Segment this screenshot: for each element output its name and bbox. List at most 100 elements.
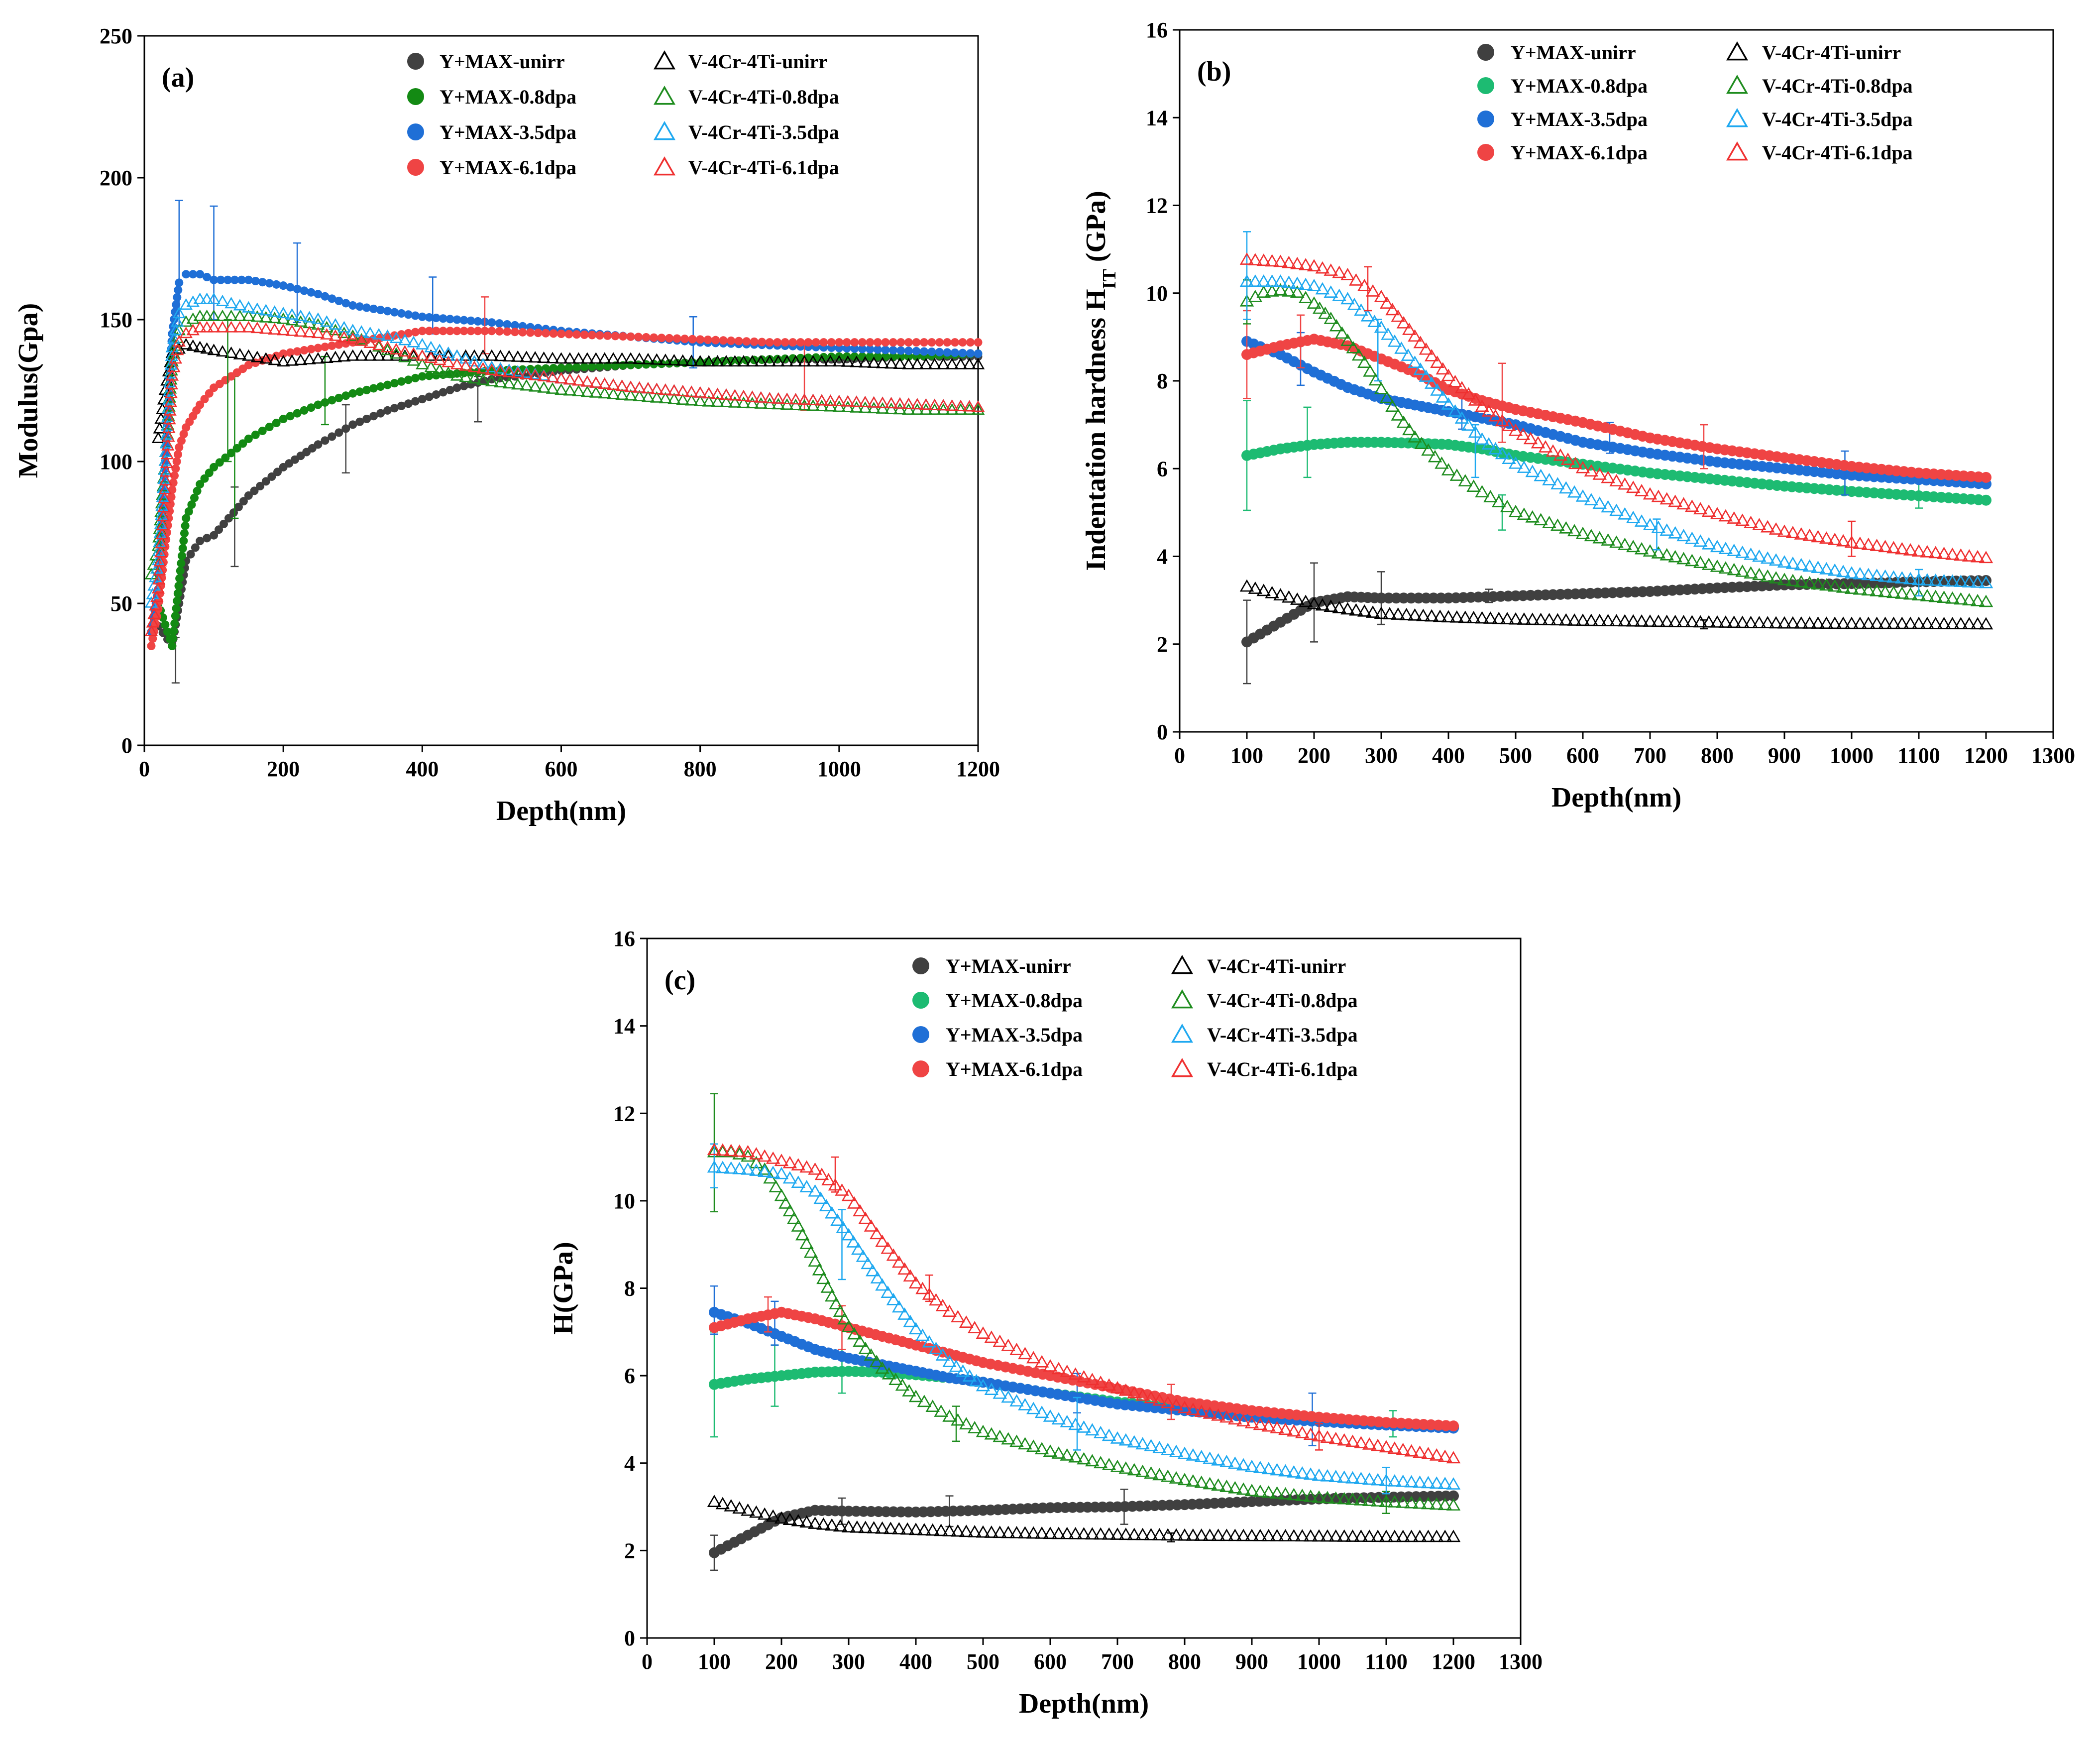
x-tick-label: 400: [406, 757, 439, 781]
data-point: [179, 430, 188, 439]
data-point: [1077, 1370, 1091, 1383]
data-point: [765, 355, 774, 364]
data-point: [870, 1355, 884, 1368]
data-point: [164, 386, 178, 398]
data-point: [908, 1322, 923, 1335]
data-point: [1303, 1467, 1318, 1480]
data-point: [958, 349, 967, 357]
data-point: [337, 350, 351, 362]
data-point: [667, 353, 681, 365]
data-point: [1559, 613, 1573, 626]
data-point: [819, 352, 828, 361]
data-point: [503, 320, 512, 329]
data-point: [1068, 1526, 1083, 1539]
data-point: [390, 379, 399, 388]
data-point: [763, 392, 776, 404]
data-point: [851, 1242, 866, 1255]
data-point: [376, 409, 385, 418]
data-point: [1026, 1439, 1041, 1452]
data-point: [1256, 583, 1271, 596]
data-point: [154, 546, 168, 558]
data-point: [734, 337, 743, 346]
data-point: [1102, 1527, 1116, 1540]
data-point: [1618, 477, 1632, 490]
data-point: [1328, 1491, 1343, 1504]
data-point: [1744, 566, 1758, 579]
data-point: [179, 536, 188, 545]
data-point: [1531, 436, 1546, 449]
data-point: [207, 321, 221, 333]
data-point: [191, 543, 200, 552]
data-point: [842, 338, 851, 347]
data-point: [659, 353, 672, 365]
data-point: [329, 324, 342, 336]
data-point: [432, 327, 441, 336]
data-point: [780, 355, 794, 367]
legend-label: V-4Cr-4Ti-0.8dpa: [1762, 75, 1913, 97]
data-point: [1085, 1527, 1100, 1540]
legend-item: Y+MAX-0.8dpa: [1477, 75, 1648, 97]
data-point: [1954, 548, 1968, 561]
data-point: [1328, 1431, 1343, 1444]
data-point: [858, 395, 872, 408]
data-point: [294, 325, 308, 337]
data-point: [171, 344, 184, 355]
data-point: [1979, 551, 1993, 564]
data-point: [951, 1524, 965, 1537]
data-point: [404, 399, 413, 408]
data-point: [164, 395, 177, 407]
data-point: [815, 355, 829, 367]
data-point: [741, 1145, 755, 1158]
data-point: [1488, 409, 1503, 422]
data-point: [1428, 450, 1442, 463]
data-point: [910, 357, 924, 369]
x-tick-label: 200: [1298, 743, 1330, 768]
y-axis-title-subscript: IT: [1099, 269, 1120, 289]
legend-label: Y+MAX-unirr: [440, 50, 565, 73]
series-V-4Cr-4Ti-3.5dpa: [707, 1143, 1461, 1495]
data-point: [1828, 563, 1842, 576]
data-point: [888, 346, 897, 354]
data-point: [896, 352, 905, 361]
data-point: [1324, 263, 1338, 276]
data-point: [1668, 526, 1682, 539]
data-point: [407, 349, 421, 361]
series-Y+MAX-0.8dpa: [1241, 400, 1991, 531]
data-point: [1265, 274, 1279, 287]
data-point: [520, 379, 533, 391]
data-point: [1161, 1442, 1175, 1455]
data-point: [1668, 494, 1682, 507]
data-point: [806, 355, 820, 367]
data-point: [1752, 518, 1767, 531]
data-point: [1387, 1529, 1402, 1542]
data-point: [1853, 616, 1868, 629]
data-point: [1659, 523, 1674, 536]
data-point: [1177, 1473, 1192, 1486]
data-point: [354, 349, 368, 361]
data-point: [967, 1421, 982, 1433]
data-point: [724, 1144, 738, 1157]
data-point: [418, 372, 427, 381]
data-point: [861, 1257, 875, 1270]
data-point: [841, 355, 855, 367]
y-tick-label: 14: [613, 1014, 635, 1039]
data-point: [485, 363, 499, 375]
data-point: [1676, 529, 1691, 542]
data-point: [1794, 558, 1808, 571]
data-point: [1508, 612, 1523, 625]
data-point: [1219, 1410, 1234, 1423]
data-point: [459, 316, 468, 325]
data-point: [795, 1228, 810, 1241]
data-point: [1861, 583, 1876, 596]
data-point: [1408, 329, 1422, 342]
data-point: [1744, 615, 1758, 628]
panel-b: 0 100 200 300 400 500 600 700 800 900 1000 1100 1200…: [1081, 18, 2075, 813]
data-point: [853, 1204, 867, 1217]
data-point: [160, 448, 174, 460]
data-point: [746, 355, 759, 367]
data-point: [167, 492, 176, 501]
data-point: [850, 1520, 865, 1533]
data-point: [169, 352, 183, 364]
legend-item: Y+MAX-unirr: [912, 955, 1071, 977]
data-point: [758, 1165, 772, 1177]
